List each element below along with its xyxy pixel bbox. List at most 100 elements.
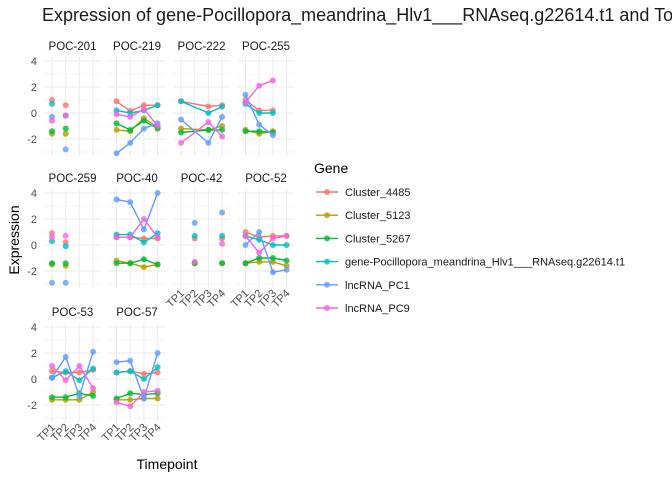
series-line [244, 235, 287, 254]
data-point [62, 130, 69, 137]
facet-strip-label: POC-57 [116, 307, 158, 319]
legend-entry: Cluster_4485 [345, 187, 410, 199]
data-point [49, 374, 55, 381]
data-point [205, 139, 212, 146]
series-line [116, 119, 158, 131]
data-point [154, 234, 161, 241]
legend-key-point [324, 281, 330, 288]
data-point [76, 363, 83, 369]
data-point [113, 126, 120, 133]
data-point [49, 368, 55, 375]
data-point [140, 117, 147, 124]
series-line [116, 258, 158, 266]
data-point [113, 120, 120, 127]
data-point [127, 199, 134, 206]
chart-title: Expression of gene-Pocillopora_meandrina… [42, 5, 672, 26]
data-point [49, 394, 55, 401]
data-point [90, 348, 97, 355]
data-point [242, 99, 249, 106]
series-line [245, 230, 287, 274]
data-point [191, 258, 198, 265]
series-line [245, 231, 287, 238]
facet-strip-label: POC-52 [245, 173, 287, 185]
data-point [154, 364, 161, 371]
series-line [116, 100, 158, 112]
data-point [140, 106, 147, 113]
data-point [140, 256, 147, 263]
legend-entry: lncRNA_PC9 [345, 303, 410, 315]
y-axis-label: Expression [6, 205, 22, 274]
data-point [62, 394, 69, 401]
data-point [269, 255, 276, 261]
data-point [127, 396, 134, 403]
data-point [49, 100, 55, 107]
data-point [242, 242, 249, 248]
data-point [154, 261, 161, 268]
y-tick-label: 0 [31, 374, 37, 386]
facet-panel: POC-255 [237, 41, 295, 156]
data-point [242, 260, 249, 267]
data-point [154, 387, 161, 394]
data-point [191, 219, 198, 226]
data-point [242, 232, 249, 239]
data-point [62, 368, 69, 375]
legend-key-point [324, 258, 330, 265]
data-point [113, 111, 120, 118]
data-point [113, 234, 120, 241]
series-line [116, 217, 159, 238]
series-line [116, 366, 159, 380]
series-line [116, 392, 158, 400]
data-point [256, 121, 263, 128]
data-point [283, 242, 290, 248]
data-point [90, 392, 97, 399]
data-point [256, 128, 263, 135]
series-line [51, 364, 94, 389]
facet-strip-label: POC-259 [49, 173, 97, 185]
data-point [140, 216, 147, 222]
series-line [116, 259, 158, 268]
data-point [242, 128, 249, 135]
data-point [62, 146, 69, 153]
series-line [116, 122, 158, 154]
data-point [269, 269, 276, 276]
y-tick-label: 4 [31, 188, 37, 200]
data-point [154, 190, 161, 196]
series-line [116, 232, 158, 244]
data-point [127, 234, 134, 241]
data-point [269, 132, 276, 139]
data-point [127, 368, 134, 375]
data-point [49, 117, 55, 124]
facet-panel: POC-219 [108, 41, 166, 157]
data-point [219, 209, 226, 216]
series-line [116, 352, 159, 401]
data-point [269, 77, 276, 84]
data-point [49, 128, 55, 135]
data-point [127, 390, 134, 397]
legend-title: Gene [314, 160, 348, 176]
data-point [62, 279, 69, 286]
data-point [127, 126, 134, 133]
facet-panel: POC-201 4 2 0 -2 [27, 41, 101, 156]
data-point [154, 350, 161, 356]
legend-entry: Cluster_5123 [345, 210, 410, 222]
facet-strip-label: POC-40 [116, 173, 158, 185]
data-point [62, 243, 69, 250]
data-point [219, 133, 226, 140]
data-point [49, 260, 55, 267]
data-point [127, 357, 134, 364]
data-point [140, 226, 147, 233]
data-point [76, 377, 83, 384]
facet-strip-label: POC-42 [181, 173, 223, 185]
data-point [219, 126, 226, 133]
data-point [256, 249, 263, 256]
data-point [49, 279, 55, 286]
data-point [140, 389, 147, 395]
data-point [62, 353, 69, 360]
data-point [178, 139, 184, 146]
y-tick-label: -2 [27, 134, 37, 146]
data-point [140, 125, 147, 132]
data-point [178, 116, 184, 123]
